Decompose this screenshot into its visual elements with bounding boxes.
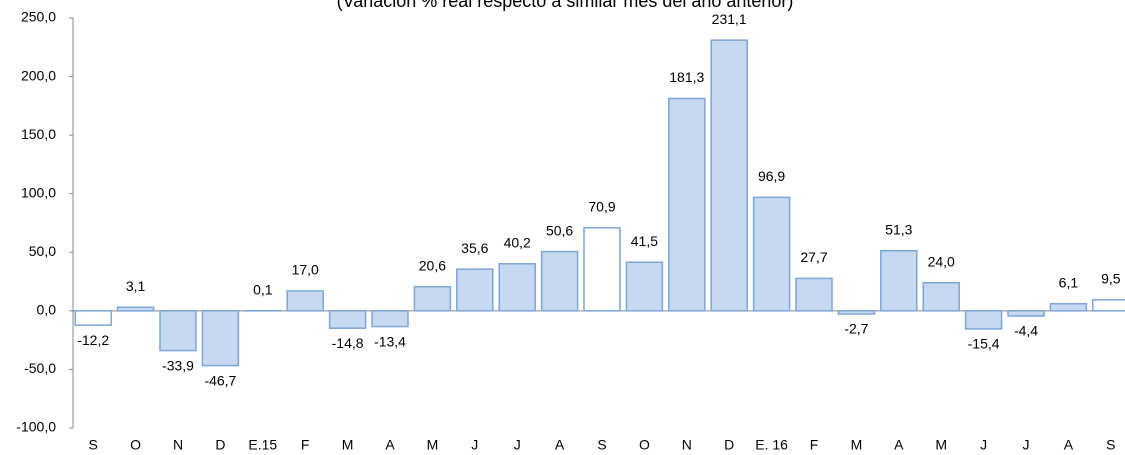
y-tick-label: 100,0 — [21, 184, 56, 200]
x-tick-label: A — [1064, 437, 1074, 453]
y-tick-label: 200,0 — [21, 67, 56, 83]
x-tick-label: M — [935, 437, 947, 453]
value-label: -15,4 — [968, 336, 1000, 352]
chart-subtitle: (Variación % real respecto a similar mes… — [337, 0, 794, 11]
value-label: 20,6 — [419, 257, 446, 273]
bar — [710, 39, 748, 312]
value-label: 9,5 — [1101, 270, 1121, 286]
value-label: 231,1 — [712, 11, 747, 27]
y-tick-label: 50,0 — [29, 243, 56, 259]
x-tick-label: F — [301, 437, 310, 453]
bar — [498, 263, 536, 312]
bar — [371, 310, 409, 328]
x-tick-label: O — [639, 437, 650, 453]
value-label: 6,1 — [1059, 274, 1079, 290]
value-label: -33,9 — [162, 357, 194, 373]
value-label: 70,9 — [588, 199, 615, 215]
x-tick-label: N — [173, 437, 183, 453]
bar — [286, 290, 324, 312]
value-label: 24,0 — [928, 253, 955, 269]
value-label: 0,1 — [253, 281, 273, 297]
bar — [795, 277, 833, 312]
bar — [74, 310, 112, 326]
value-label: 96,9 — [758, 168, 785, 184]
value-label: -2,7 — [844, 321, 868, 337]
value-label: 181,3 — [669, 69, 704, 85]
x-tick-label: E. 16 — [755, 437, 788, 453]
x-tick-label: O — [130, 437, 141, 453]
y-tick-label: -50,0 — [24, 360, 56, 376]
bar — [413, 285, 452, 312]
bar — [456, 268, 494, 312]
x-tick-label: M — [342, 437, 354, 453]
value-label: -12,2 — [77, 332, 109, 348]
value-label: 51,3 — [885, 221, 912, 237]
value-label: 35,6 — [461, 240, 488, 256]
x-tick-label: M — [851, 437, 863, 453]
x-tick-label: A — [555, 437, 565, 453]
bar — [880, 250, 918, 312]
x-tick-label: J — [514, 437, 521, 453]
x-tick-label: S — [89, 437, 98, 453]
bar — [752, 196, 791, 312]
y-tick-label: 250,0 — [21, 9, 56, 25]
bar — [1049, 302, 1088, 312]
x-tick-label: J — [980, 437, 987, 453]
bar — [201, 310, 240, 367]
x-tick-label: A — [894, 437, 904, 453]
y-tick-label: 150,0 — [21, 126, 56, 142]
x-tick-label: M — [427, 437, 439, 453]
x-tick-label: D — [724, 437, 734, 453]
bar — [328, 310, 367, 329]
x-tick-label: A — [385, 437, 395, 453]
x-tick-label: D — [215, 437, 225, 453]
value-label: -46,7 — [204, 372, 236, 388]
value-label: 27,7 — [800, 249, 827, 265]
x-tick-label: S — [597, 437, 606, 453]
value-label: 41,5 — [631, 233, 658, 249]
value-label: 3,1 — [126, 278, 146, 294]
y-tick-label: -100,0 — [16, 419, 56, 435]
x-tick-label: J — [471, 437, 478, 453]
value-label: 17,0 — [292, 262, 319, 278]
value-label: -13,4 — [374, 333, 406, 349]
bar — [625, 261, 664, 312]
bar — [668, 97, 706, 312]
bar — [159, 310, 197, 352]
bar — [922, 281, 960, 312]
bar — [583, 227, 621, 312]
value-label: -14,8 — [332, 335, 364, 351]
x-tick-label: N — [682, 437, 692, 453]
x-tick-label: J — [1023, 437, 1030, 453]
bar — [540, 250, 579, 312]
y-tick-label: 0,0 — [37, 302, 57, 318]
bar — [1007, 310, 1045, 317]
x-tick-label: F — [810, 437, 819, 453]
bar — [1092, 298, 1125, 312]
value-label: -4,4 — [1014, 323, 1038, 339]
bar — [837, 310, 876, 315]
value-label: 40,2 — [504, 234, 531, 250]
x-tick-label: E.15 — [248, 437, 277, 453]
x-tick-label: S — [1106, 437, 1115, 453]
bar — [116, 306, 155, 312]
bar — [964, 310, 1003, 330]
value-label: 50,6 — [546, 222, 573, 238]
